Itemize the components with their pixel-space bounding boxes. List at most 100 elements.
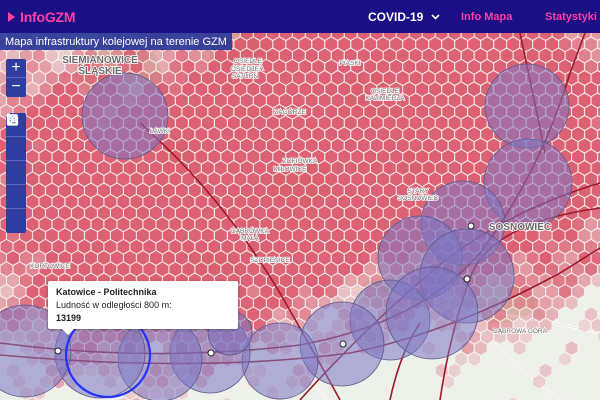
density-hex <box>558 351 572 367</box>
density-hex <box>175 250 189 266</box>
density-hex <box>155 239 169 255</box>
density-hex <box>376 126 390 142</box>
density-hex <box>285 126 299 142</box>
density-hex <box>97 160 111 176</box>
draw-area-button[interactable] <box>6 113 26 185</box>
density-hex <box>324 284 338 300</box>
density-hex <box>370 33 384 41</box>
density-hex <box>318 93 332 108</box>
density-hex <box>363 59 377 75</box>
density-hex <box>65 126 78 142</box>
railway-station-point <box>207 349 215 357</box>
density-hex <box>344 138 358 153</box>
folder-button[interactable] <box>6 115 26 233</box>
nav-statystyki[interactable]: Statystyki <box>545 0 597 33</box>
density-hex <box>507 396 519 400</box>
density-hex <box>318 48 332 63</box>
density-hex <box>454 351 468 367</box>
density-hex <box>383 183 397 198</box>
density-hex <box>409 160 423 176</box>
density-hex <box>545 284 559 300</box>
density-hex <box>305 250 319 266</box>
density-hex <box>370 205 384 221</box>
density-hex <box>194 81 208 97</box>
density-hex <box>305 115 319 131</box>
density-hex <box>474 70 488 86</box>
density-hex <box>201 93 215 108</box>
density-hex <box>415 126 429 142</box>
density-hex <box>207 261 221 277</box>
density-hex <box>318 228 332 243</box>
density-hex <box>311 36 325 52</box>
density-hex <box>142 239 156 255</box>
density-hex <box>584 194 598 210</box>
density-hex <box>162 48 176 63</box>
zoom-in-button[interactable]: + <box>6 59 26 78</box>
density-hex <box>32 273 46 288</box>
density-hex <box>402 59 416 75</box>
density-hex <box>578 33 592 41</box>
density-hex <box>565 115 579 131</box>
density-hex <box>65 194 78 210</box>
density-hex <box>448 138 462 153</box>
density-hex <box>292 228 306 243</box>
density-hex <box>253 160 267 176</box>
density-hex <box>38 104 52 120</box>
density-hex <box>324 171 338 187</box>
density-hex <box>539 48 553 63</box>
density-hex <box>545 306 559 322</box>
link-button[interactable] <box>6 115 26 161</box>
density-hex <box>370 160 384 176</box>
density-hex <box>396 183 410 198</box>
edit-button[interactable] <box>6 114 26 209</box>
nav-info-mapa[interactable]: Info Mapa <box>461 0 512 33</box>
density-hex <box>58 160 72 176</box>
density-hex <box>383 48 397 63</box>
density-hex <box>285 239 299 255</box>
nav-covid-dropdown[interactable]: COVID-19 <box>368 0 440 33</box>
density-hex <box>292 250 306 266</box>
density-hex <box>32 93 46 108</box>
density-hex <box>344 93 358 108</box>
density-hex <box>597 151 600 162</box>
place-label: ZOFIÓWKA <box>283 156 318 165</box>
density-hex <box>84 205 98 221</box>
density-hex <box>65 239 78 255</box>
density-hex <box>110 183 124 198</box>
density-hex <box>233 104 247 120</box>
density-hex <box>130 396 142 400</box>
density-hex <box>279 70 293 86</box>
density-hex <box>539 33 553 41</box>
density-hex <box>25 261 39 277</box>
density-hex <box>38 261 52 277</box>
density-hex <box>155 171 169 187</box>
density-hex <box>461 33 475 41</box>
density-hex <box>253 48 267 63</box>
density-hex <box>337 216 351 232</box>
zoom-out-button[interactable]: − <box>11 78 21 95</box>
density-hex <box>526 48 540 63</box>
nav-info-mapa-label: Info Mapa <box>461 10 513 23</box>
railway-station-point <box>463 275 471 283</box>
density-hex <box>142 261 156 277</box>
density-hex <box>363 239 377 255</box>
density-hex <box>175 205 189 221</box>
density-hex <box>233 81 247 97</box>
density-hex <box>214 228 228 243</box>
density-hex <box>259 284 273 300</box>
density-hex <box>259 216 273 232</box>
density-hex <box>246 59 260 75</box>
density-hex <box>298 284 312 300</box>
map-canvas[interactable]: SIEMIANOWICE ŚLĄSKIE OSIEDLE STASZICA OSIEDL… <box>0 33 600 400</box>
density-hex <box>246 261 260 277</box>
density-hex <box>318 160 332 176</box>
brand-logo[interactable]: InfoGZM <box>7 9 76 25</box>
density-hex <box>259 36 273 52</box>
density-hex <box>272 216 286 232</box>
density-hex <box>181 59 195 75</box>
density-hex <box>506 36 520 52</box>
density-hex <box>383 93 397 108</box>
density-hex <box>32 115 46 131</box>
density-hex <box>578 183 592 198</box>
